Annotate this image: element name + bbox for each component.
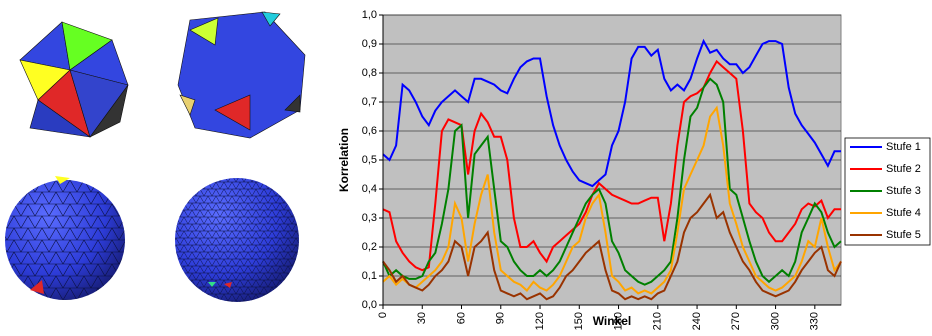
- y-tick-label: 0,1: [362, 270, 377, 282]
- x-tick-label: 270: [730, 312, 742, 330]
- y-tick-label: 0,4: [362, 183, 377, 195]
- figure: Korrelation Winkel 0,00,10,20,30,40,50,6…: [0, 0, 932, 331]
- x-tick-label: 0: [377, 312, 389, 318]
- x-tick-label: 210: [652, 312, 664, 330]
- y-tick-label: 0,5: [362, 154, 377, 166]
- x-tick-label: 90: [495, 312, 507, 324]
- y-tick-label: 0,9: [362, 38, 377, 50]
- geodesic-4: [175, 178, 299, 302]
- x-tick-label: 180: [612, 312, 624, 330]
- legend-label: Stufe 2: [886, 163, 921, 175]
- y-axis-label: Korrelation: [337, 128, 351, 192]
- x-tick-label: 150: [573, 312, 585, 330]
- y-tick-label: 0,3: [362, 212, 377, 224]
- y-tick-label: 0,6: [362, 125, 377, 137]
- x-tick-label: 300: [769, 312, 781, 330]
- y-tick-label: 0,7: [362, 96, 377, 108]
- x-tick-label: 330: [809, 312, 821, 330]
- x-tick-label: 120: [534, 312, 546, 330]
- y-tick-label: 0,2: [362, 241, 377, 253]
- chart: Korrelation Winkel 0,00,10,20,30,40,50,6…: [337, 9, 930, 330]
- geodesic-2: [178, 12, 305, 138]
- page: Korrelation Winkel 0,00,10,20,30,40,50,6…: [0, 0, 932, 331]
- x-tick-label: 60: [455, 312, 467, 324]
- legend-label: Stufe 5: [886, 229, 921, 241]
- legend-label: Stufe 4: [886, 207, 921, 219]
- legend-label: Stufe 3: [886, 185, 921, 197]
- y-tick-label: 0,0: [362, 299, 377, 311]
- icosahedron: [20, 22, 128, 137]
- y-tick-label: 1,0: [362, 9, 377, 21]
- x-tick-label: 30: [416, 312, 428, 324]
- x-tick-label: 240: [691, 312, 703, 330]
- legend-label: Stufe 1: [886, 141, 921, 153]
- geodesic-3: [5, 176, 125, 300]
- y-tick-label: 0,8: [362, 67, 377, 79]
